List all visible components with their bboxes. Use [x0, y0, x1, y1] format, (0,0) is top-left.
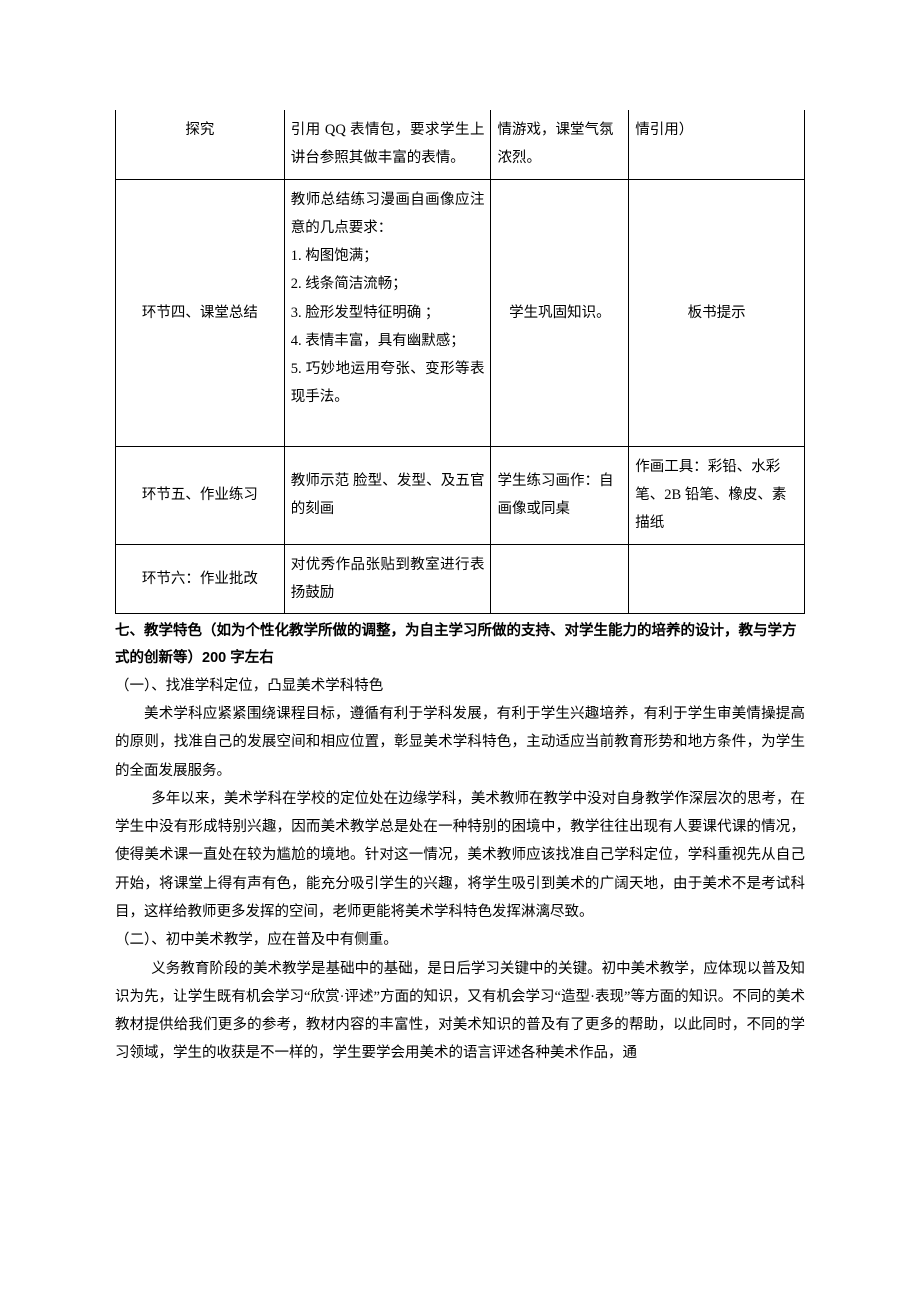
cell-stage: 环节六：作业批改	[116, 544, 285, 614]
cell-student: 学生练习画作：自画像或同桌	[491, 446, 629, 544]
summary-item: 5. 巧妙地运用夸张、变形等表现手法。	[291, 355, 485, 412]
cell-teacher: 教师示范 脸型、发型、及五官的刻画	[284, 446, 491, 544]
sub2-title: （二）、初中美术教学，应在普及中有侧重。	[115, 926, 805, 954]
lesson-table: 探究 引用 QQ 表情包，要求学生上讲台参照其做丰富的表情。 情游戏，课堂气氛浓…	[115, 110, 805, 614]
cell-teacher: 引用 QQ 表情包，要求学生上讲台参照其做丰富的表情。	[284, 110, 491, 179]
cell-note: 板书提示	[629, 179, 805, 446]
summary-item: 2. 线条简洁流畅；	[291, 270, 485, 298]
table-row: 环节五、作业练习 教师示范 脸型、发型、及五官的刻画 学生练习画作：自画像或同桌…	[116, 446, 805, 544]
table-row: 探究 引用 QQ 表情包，要求学生上讲台参照其做丰富的表情。 情游戏，课堂气氛浓…	[116, 110, 805, 179]
cell-student: 学生巩固知识。	[491, 179, 629, 446]
sub1-para: 多年以来，美术学科在学校的定位处在边缘学科，美术教师在教学中没对自身教学作深层次…	[115, 785, 805, 926]
cell-note: 作画工具：彩铅、水彩笔、2B 铅笔、橡皮、素描纸	[629, 446, 805, 544]
sub1-title: （一）、找准学科定位，凸显美术学科特色	[115, 672, 805, 700]
summary-item: 3. 脸形发型特征明确 ；	[291, 299, 485, 327]
section-7-body: （一）、找准学科定位，凸显美术学科特色 美术学科应紧紧围绕课程目标，遵循有利于学…	[115, 672, 805, 1068]
cell-student: 情游戏，课堂气氛浓烈。	[491, 110, 629, 179]
cell-teacher: 对优秀作品张贴到教室进行表扬鼓励	[284, 544, 491, 614]
sub2-para: 义务教育阶段的美术教学是基础中的基础，是日后学习关键中的关键。初中美术教学，应体…	[115, 955, 805, 1068]
cell-note: 情引用）	[629, 110, 805, 179]
cell-student	[491, 544, 629, 614]
cell-stage: 环节五、作业练习	[116, 446, 285, 544]
section-7-heading: 七、教学特色（如为个性化教学所做的调整，为自主学习所做的支持、对学生能力的培养的…	[115, 618, 805, 672]
sub1-para: 美术学科应紧紧围绕课程目标，遵循有利于学科发展，有利于学生兴趣培养，有利于学生审…	[115, 700, 805, 785]
table-row: 环节六：作业批改 对优秀作品张贴到教室进行表扬鼓励	[116, 544, 805, 614]
summary-intro: 教师总结练习漫画自画像应注意的几点要求：	[291, 186, 485, 243]
summary-item: 1. 构图饱满；	[291, 242, 485, 270]
cell-note	[629, 544, 805, 614]
cell-stage: 探究	[116, 110, 285, 179]
table-row: 环节四、课堂总结 教师总结练习漫画自画像应注意的几点要求： 1. 构图饱满； 2…	[116, 179, 805, 446]
summary-item: 4. 表情丰富，具有幽默感；	[291, 327, 485, 355]
cell-stage: 环节四、课堂总结	[116, 179, 285, 446]
cell-teacher: 教师总结练习漫画自画像应注意的几点要求： 1. 构图饱满； 2. 线条简洁流畅；…	[284, 179, 491, 446]
